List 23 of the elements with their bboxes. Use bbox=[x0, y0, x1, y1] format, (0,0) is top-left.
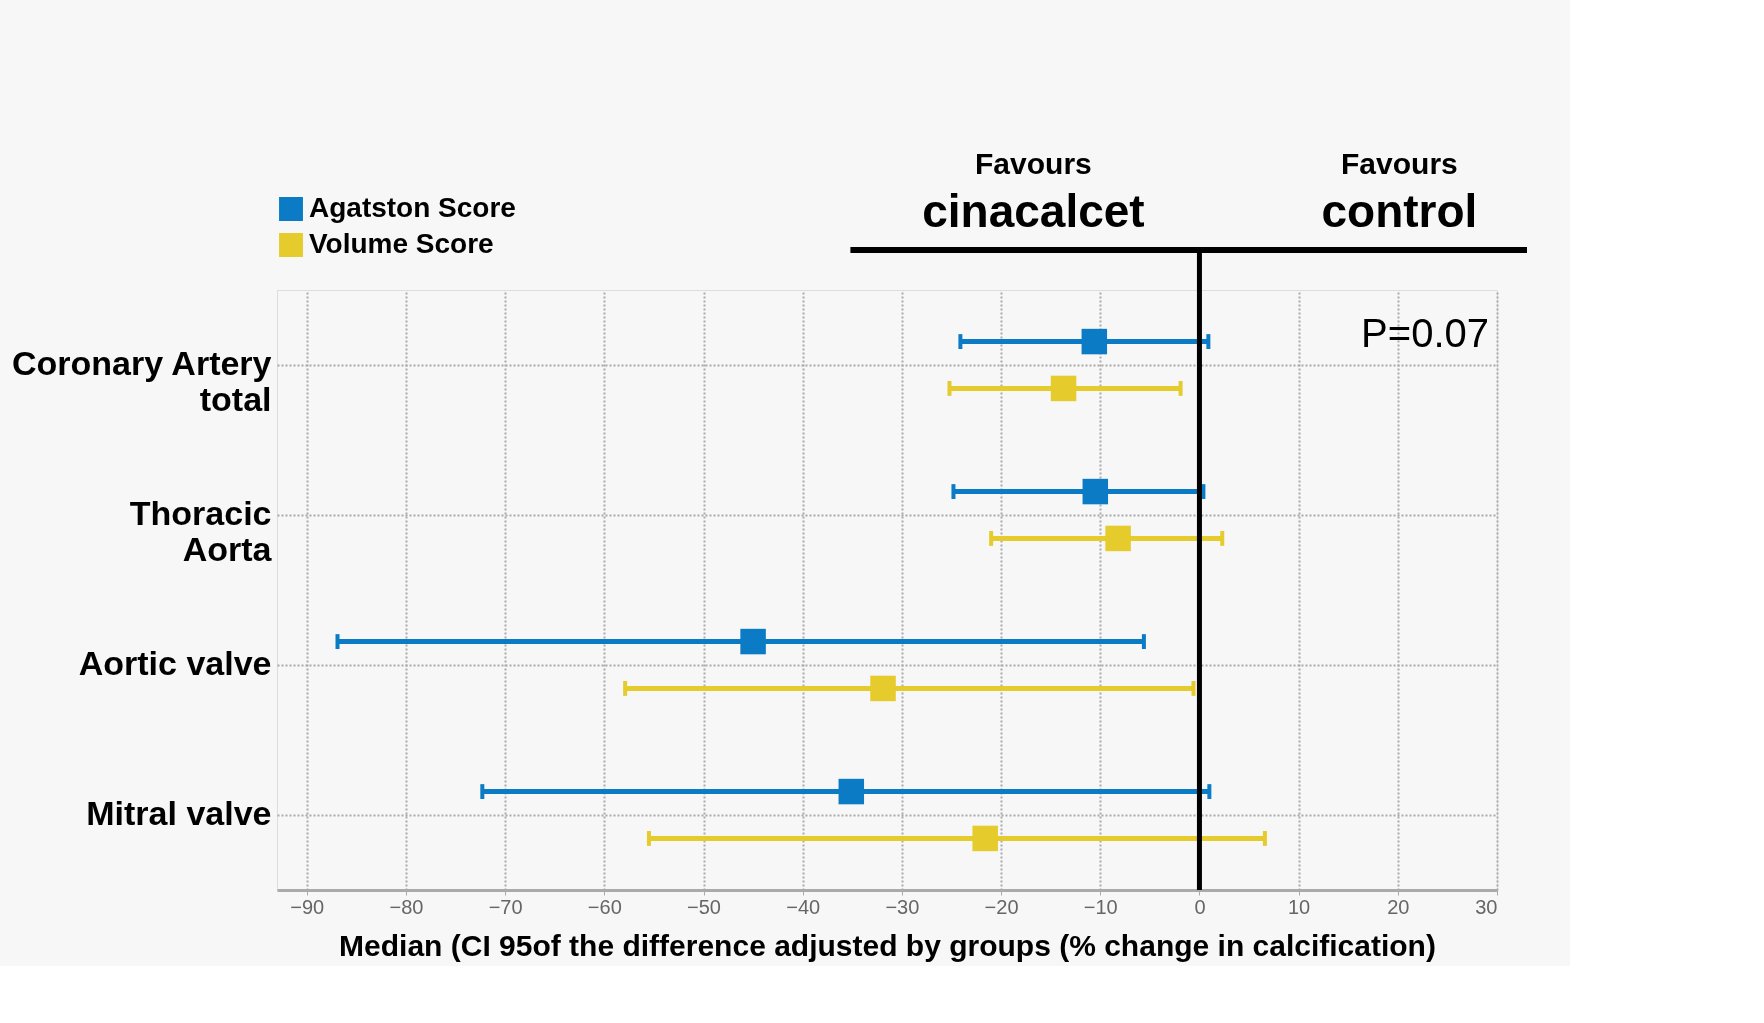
y-tick-label: Thoracic Aorta bbox=[129, 494, 273, 568]
y-tick-label: Aortic valve bbox=[78, 644, 272, 682]
x-tick-label: −90 bbox=[290, 895, 325, 918]
x-tick-label: −60 bbox=[587, 895, 622, 918]
x-tick-label: −70 bbox=[488, 895, 523, 918]
legend-label: Volume Score bbox=[309, 228, 494, 259]
x-tick-label: 20 bbox=[1387, 895, 1410, 918]
x-tick-label: 30 bbox=[1475, 895, 1498, 918]
text: Favours control bbox=[1321, 147, 1478, 237]
y-tick-label: Coronary Artery total bbox=[12, 344, 272, 418]
x-tick-label: −30 bbox=[885, 895, 920, 918]
x-tick-label: 10 bbox=[1288, 895, 1311, 918]
x-tick-label: −40 bbox=[786, 895, 821, 918]
x-tick-label: −10 bbox=[1083, 895, 1118, 918]
x-axis-title: Median (CI 95of the difference adjusted by groups (% change in calcification) bbox=[339, 928, 1436, 962]
y-tick-label: Mitral valve bbox=[86, 794, 272, 832]
x-tick-label: −20 bbox=[984, 895, 1019, 918]
text: Favours cinacalcet bbox=[922, 147, 1145, 237]
legend-label: Agatston Score bbox=[309, 192, 516, 223]
x-tick-label: −80 bbox=[389, 895, 424, 918]
x-tick-label: −50 bbox=[687, 895, 721, 918]
annotation: P=0.07 bbox=[1361, 311, 1489, 355]
x-tick-label: 0 bbox=[1194, 895, 1206, 918]
